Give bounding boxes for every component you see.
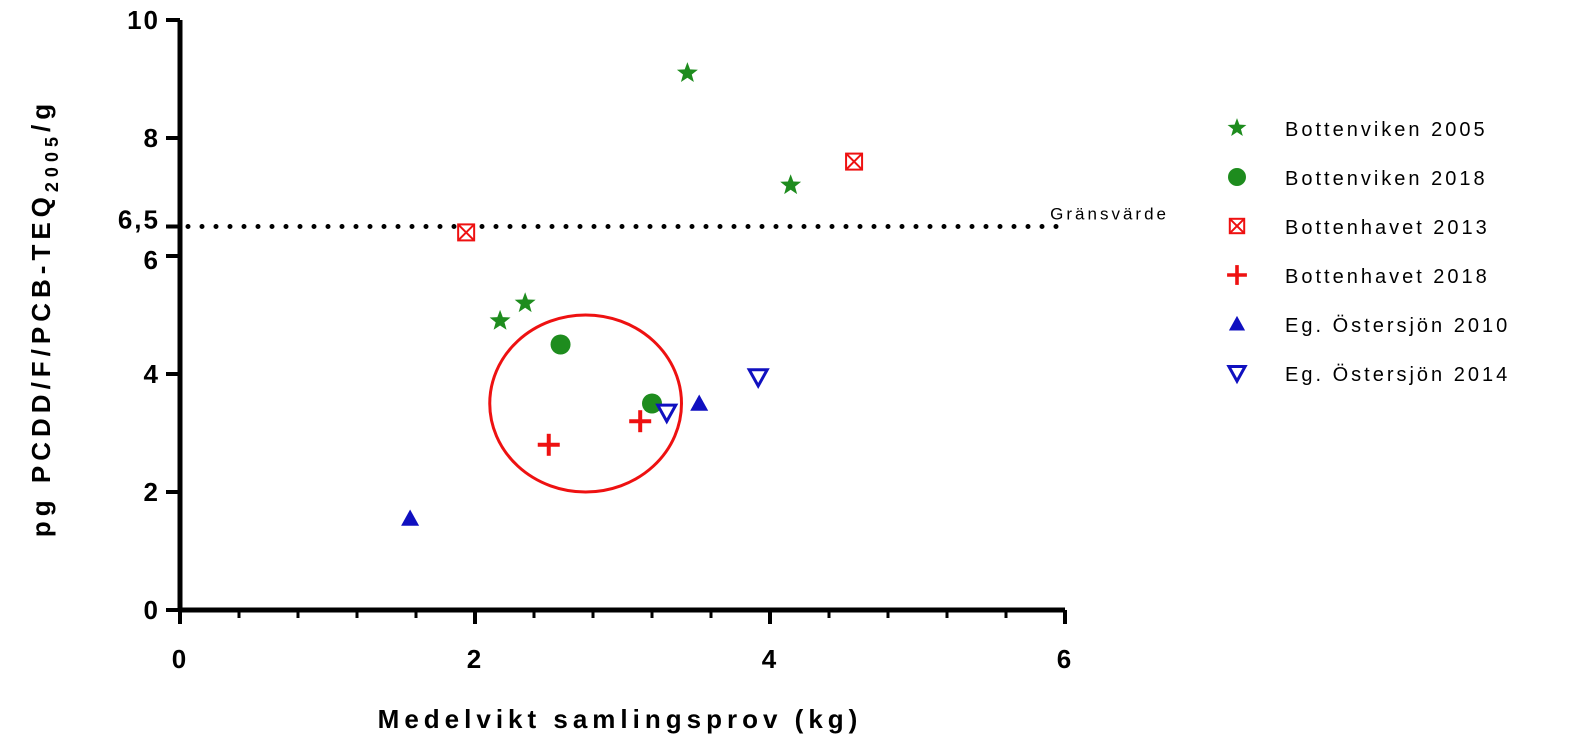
legend-marker-4: [1228, 315, 1246, 331]
plot-area: Gränsvärde: [185, 62, 1169, 526]
legend-item-2: Bottenhavet 2013: [1228, 217, 1490, 239]
y-tick-label-4: 6,5: [118, 205, 160, 235]
data-point-s3-p0: [537, 433, 560, 456]
data-point-s3-p1: [629, 410, 652, 433]
y-tick-label-1: 2: [144, 477, 160, 507]
x-tick-label-2: 4: [762, 644, 778, 674]
x-tick-label-0: 0: [172, 644, 188, 674]
legend-label-3: Bottenhavet 2018: [1285, 266, 1490, 288]
legend-item-0: Bottenviken 2005: [1227, 118, 1488, 141]
y-axis-title-subscript: 2005: [42, 132, 62, 192]
threshold-label: Gränsvärde: [1050, 205, 1169, 224]
y-tick-label-5: 8: [144, 123, 160, 153]
legend-marker-5: [1226, 365, 1248, 385]
data-point-s1-p0: [550, 334, 571, 355]
legend-item-4: Eg. Östersjön 2010: [1228, 315, 1510, 337]
legend-item-5: Eg. Östersjön 2014: [1226, 364, 1510, 386]
legend-marker-0: [1227, 118, 1247, 137]
x-axis-title: Medelvikt samlingsprov (kg): [378, 704, 863, 734]
y-axis-title-main: pg PCDD/F/PCB-TEQ: [26, 192, 56, 537]
data-point-s0-p3: [780, 174, 802, 195]
y-axis-title-suffix: /g: [26, 99, 56, 132]
legend-marker-1: [1228, 168, 1246, 186]
data-point-s0-p0: [489, 309, 511, 330]
legend-label-0: Bottenviken 2005: [1285, 119, 1488, 141]
legend-item-1: Bottenviken 2018: [1228, 168, 1488, 190]
data-point-s2-p1: [845, 152, 864, 171]
legend: Bottenviken 2005 Bottenviken 2018 Bottenha…: [1226, 118, 1510, 386]
legend-marker-2: [1228, 217, 1246, 235]
data-point-s2-p0: [457, 223, 476, 242]
y-axis-title: pg PCDD/F/PCB-TEQ2005/g: [26, 99, 62, 537]
x-tick-label-3: 6: [1057, 644, 1073, 674]
legend-label-2: Bottenhavet 2013: [1285, 217, 1490, 239]
y-tick-label-3: 6: [144, 245, 160, 275]
data-point-s5-p1: [746, 368, 770, 390]
legend-item-3: Bottenhavet 2018: [1227, 265, 1490, 288]
y-tick-label-2: 4: [144, 359, 160, 389]
y-tick-label-0: 0: [144, 595, 160, 625]
data-point-s4-p1: [690, 394, 709, 411]
data-point-s0-p1: [514, 292, 536, 313]
axes: 0 2 4 6 6,5 8 10 0 2 4 6: [118, 5, 1073, 674]
highlight-circle: [488, 313, 683, 494]
data-point-s1-p1: [642, 393, 662, 414]
legend-marker-3: [1227, 265, 1247, 285]
y-tick-label-6: 10: [127, 5, 160, 35]
data-point-s0-p2: [676, 62, 698, 82]
legend-label-1: Bottenviken 2018: [1285, 168, 1488, 190]
legend-label-5: Eg. Östersjön 2014: [1285, 364, 1510, 386]
data-point-s5-p0: [655, 403, 679, 425]
x-tick-label-1: 2: [467, 644, 483, 674]
data-point-s4-p0: [401, 509, 420, 526]
legend-label-4: Eg. Östersjön 2010: [1285, 315, 1510, 337]
